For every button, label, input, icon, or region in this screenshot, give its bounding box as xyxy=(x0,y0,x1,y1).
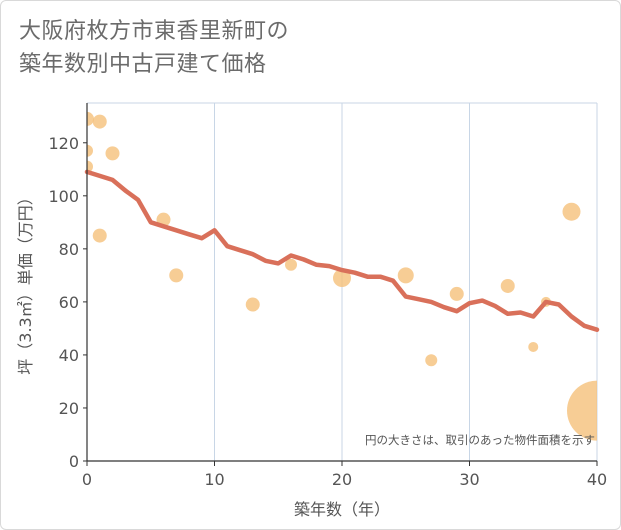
y-tick-label-120: 120 xyxy=(48,134,79,153)
bubble-point-18 xyxy=(567,380,597,441)
x-tick-label-40: 40 xyxy=(587,470,607,489)
axes xyxy=(83,103,598,466)
y-tick-label-100: 100 xyxy=(48,187,79,206)
y-tick-label-60: 60 xyxy=(59,293,79,312)
bubble-point-11 xyxy=(397,267,414,284)
y-tick-label-20: 20 xyxy=(59,399,79,418)
bubble-point-15 xyxy=(528,341,539,352)
bubble-point-5 xyxy=(105,146,120,161)
title-line-2: 築年数別中古戸建て価格 xyxy=(19,52,267,77)
x-tick-label-20: 20 xyxy=(332,470,352,489)
y-tick-label-80: 80 xyxy=(59,240,79,259)
bubble-point-12 xyxy=(425,354,438,367)
trend-layer xyxy=(84,169,600,332)
bubble-point-1 xyxy=(87,144,93,157)
x-tick-label-30: 30 xyxy=(459,470,479,489)
bubble-point-14 xyxy=(500,278,515,293)
bubble-point-4 xyxy=(92,228,107,243)
bubble-point-7 xyxy=(169,268,184,283)
x-tick-label-0: 0 xyxy=(82,470,92,489)
bubble-point-10 xyxy=(333,269,351,288)
title-line-1: 大阪府枚方市東香里新町の xyxy=(19,19,290,44)
x-tick-label-10: 10 xyxy=(204,470,224,489)
bubble-point-3 xyxy=(92,114,107,129)
chart-title: 大阪府枚方市東香里新町の 築年数別中古戸建て価格 xyxy=(19,15,289,81)
bubble-point-17 xyxy=(562,202,581,221)
y-axis-label: 坪（3.3㎡）単価（万円） xyxy=(16,189,35,374)
bubbles-layer xyxy=(87,111,597,441)
bubble-point-0 xyxy=(87,111,94,126)
bubble-size-note: 円の大きさは、取引のあった物件面積を示す xyxy=(365,433,595,447)
y-tick-label-0: 0 xyxy=(69,452,79,471)
bubble-point-2 xyxy=(87,160,93,173)
trend-line xyxy=(84,169,600,332)
tick-labels: 0 10 20 30 40 0 20 40 60 80 100 120 xyxy=(48,134,607,489)
bubble-point-9 xyxy=(285,258,297,271)
y-tick-label-40: 40 xyxy=(59,346,79,365)
x-axis-label: 築年数（年） xyxy=(294,500,390,519)
bubble-point-8 xyxy=(245,297,260,312)
bubble-point-13 xyxy=(449,286,464,301)
